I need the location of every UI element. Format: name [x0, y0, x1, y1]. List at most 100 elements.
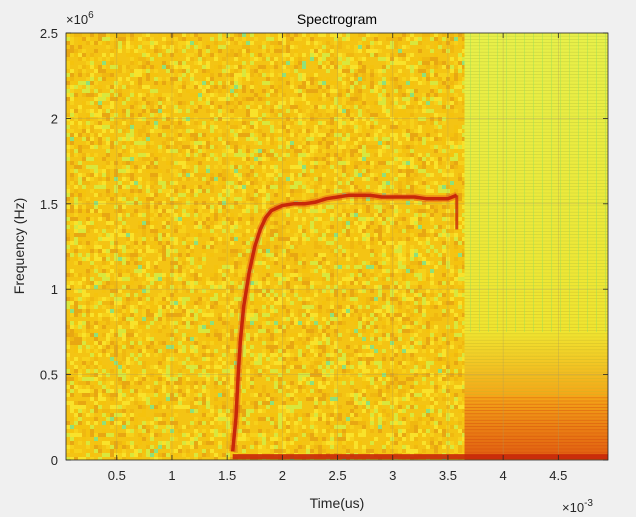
heatmap-cell: [74, 341, 78, 345]
heatmap-cell: [202, 449, 206, 453]
heatmap-cell: [226, 349, 230, 353]
heatmap-cell: [262, 353, 266, 357]
heatmap-cell: [290, 45, 294, 49]
heatmap-cell: [346, 441, 350, 445]
heatmap-cell: [342, 197, 346, 201]
heatmap-cell: [70, 97, 74, 101]
heatmap-cell: [194, 201, 198, 205]
heatmap-cell: [306, 209, 310, 213]
heatmap-cell: [314, 317, 318, 321]
heatmap-cell: [286, 253, 290, 257]
heatmap-cell: [138, 393, 142, 397]
heatmap-cell: [250, 393, 254, 397]
heatmap-cell: [146, 401, 150, 405]
heatmap-cell: [150, 57, 154, 61]
heatmap-cell: [186, 89, 190, 93]
heatmap-cell: [122, 289, 126, 293]
heatmap-cell: [154, 241, 158, 245]
heatmap-cell: [314, 53, 318, 57]
heatmap-cell: [66, 53, 70, 57]
heatmap-cell: [206, 241, 210, 245]
heatmap-cell: [90, 405, 94, 409]
heatmap-cell: [198, 125, 202, 129]
heatmap-cell: [302, 437, 306, 441]
heatmap-cell: [190, 257, 194, 261]
heatmap-cell: [302, 341, 306, 345]
heatmap-cell: [282, 221, 286, 225]
heatmap-cell: [242, 401, 246, 405]
heatmap-cell: [102, 165, 106, 169]
heatmap-cell: [278, 185, 282, 189]
heatmap-cell: [230, 217, 234, 221]
heatmap-cell: [118, 421, 122, 425]
heatmap-cell: [290, 229, 294, 233]
heatmap-cell: [270, 353, 274, 357]
heatmap-cell: [250, 153, 254, 157]
heatmap-cell: [186, 381, 190, 385]
heatmap-cell: [298, 297, 302, 301]
heatmap-cell: [226, 173, 230, 177]
heatmap-cell: [194, 433, 198, 437]
heatmap-cell: [122, 405, 126, 409]
heatmap-cell: [146, 289, 150, 293]
heatmap-cell: [278, 121, 282, 125]
heatmap-cell: [114, 141, 118, 145]
heatmap-cell: [178, 225, 182, 229]
heatmap-cell: [118, 445, 122, 449]
heatmap-cell: [166, 33, 170, 37]
heatmap-cell: [274, 113, 278, 117]
heatmap-cell: [286, 369, 290, 373]
heatmap-cell: [98, 409, 102, 413]
heatmap-cell: [90, 197, 94, 201]
heatmap-cell: [186, 297, 190, 301]
heatmap-cell: [226, 153, 230, 157]
heatmap-cell: [214, 85, 218, 89]
heatmap-cell: [290, 37, 294, 41]
heatmap-cell: [218, 185, 222, 189]
heatmap-cell: [122, 305, 126, 309]
heatmap-cell: [134, 61, 138, 65]
heatmap-cell: [146, 221, 150, 225]
heatmap-cell: [146, 157, 150, 161]
heatmap-cell: [262, 257, 266, 261]
heatmap-cell: [318, 233, 322, 237]
heatmap-cell: [290, 397, 294, 401]
heatmap-cell: [302, 313, 306, 317]
heatmap-cell: [330, 441, 334, 445]
heatmap-cell: [162, 281, 166, 285]
heatmap-cell: [282, 181, 286, 185]
heatmap-cell: [270, 81, 274, 85]
heatmap-cell: [138, 373, 142, 377]
heatmap-cell: [266, 317, 270, 321]
heatmap-cell: [154, 165, 158, 169]
heatmap-cell: [274, 297, 278, 301]
heatmap-cell: [270, 217, 274, 221]
heatmap-cell: [230, 197, 234, 201]
heatmap-cell: [234, 73, 238, 77]
heatmap-cell: [246, 397, 250, 401]
heatmap-cell: [202, 137, 206, 141]
heatmap-cell: [74, 49, 78, 53]
heatmap-cell: [326, 61, 330, 65]
heatmap-cell: [286, 277, 290, 281]
heatmap-cell: [150, 185, 154, 189]
heatmap-cell: [126, 209, 130, 213]
heatmap-cell: [314, 169, 318, 173]
heatmap-cell: [198, 225, 202, 229]
heatmap-cell: [334, 265, 338, 269]
heatmap-cell: [142, 281, 146, 285]
heatmap-cell: [302, 197, 306, 201]
heatmap-cell: [142, 321, 146, 325]
heatmap-cell: [294, 45, 298, 49]
heatmap-cell: [334, 441, 338, 445]
heatmap-cell: [330, 377, 334, 381]
heatmap-cell: [350, 333, 354, 337]
heatmap-cell: [278, 81, 282, 85]
heatmap-cell: [314, 289, 318, 293]
heatmap-cell: [230, 81, 234, 85]
heatmap-cell: [270, 273, 274, 277]
heatmap-cell: [330, 433, 334, 437]
heatmap-cell: [86, 373, 90, 377]
heatmap-cell: [286, 249, 290, 253]
heatmap-cell: [190, 129, 194, 133]
